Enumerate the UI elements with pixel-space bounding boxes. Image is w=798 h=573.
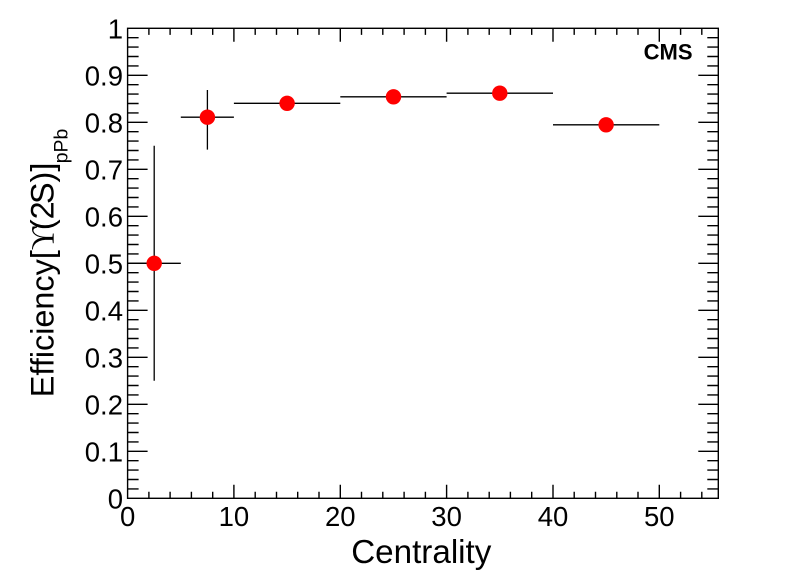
svg-text:0.3: 0.3 xyxy=(85,343,123,374)
svg-text:0: 0 xyxy=(120,501,135,532)
svg-text:0.1: 0.1 xyxy=(85,437,123,468)
svg-text:CMS: CMS xyxy=(644,40,693,65)
svg-text:0.4: 0.4 xyxy=(85,296,123,327)
svg-text:0.5: 0.5 xyxy=(85,249,123,280)
svg-text:Efficiency[ϒ(2S)]pPb: Efficiency[ϒ(2S)]pPb xyxy=(25,129,73,397)
svg-text:0: 0 xyxy=(108,484,123,515)
svg-text:40: 40 xyxy=(538,501,569,532)
svg-text:20: 20 xyxy=(325,501,356,532)
svg-text:0.7: 0.7 xyxy=(85,155,123,186)
svg-text:10: 10 xyxy=(219,501,250,532)
svg-text:0.9: 0.9 xyxy=(85,61,123,92)
svg-text:0.8: 0.8 xyxy=(85,108,123,139)
svg-text:0.6: 0.6 xyxy=(85,202,123,233)
svg-text:0.2: 0.2 xyxy=(85,390,123,421)
svg-text:30: 30 xyxy=(431,501,462,532)
svg-text:Centrality: Centrality xyxy=(351,534,492,571)
svg-text:1: 1 xyxy=(108,14,123,45)
svg-text:50: 50 xyxy=(644,501,675,532)
